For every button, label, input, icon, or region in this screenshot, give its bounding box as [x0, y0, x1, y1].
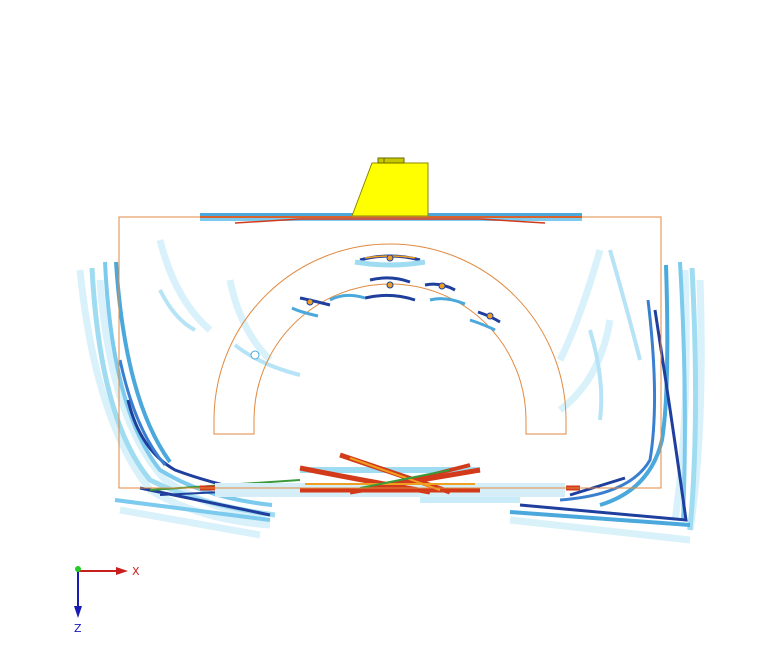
right-beam-cluster — [509, 249, 699, 531]
left-beam-cluster — [89, 261, 306, 522]
beam-trace-wash — [76, 239, 705, 544]
x-axis-label: X — [132, 565, 140, 578]
ultrasonic-probe[interactable] — [351, 157, 429, 217]
arch-reflections — [291, 254, 501, 332]
arch-hotspots — [250, 254, 494, 360]
coordinate-axes-icon: X Z — [74, 565, 140, 635]
z-axis-label: Z — [74, 622, 82, 635]
bottom-hot-region — [200, 452, 580, 503]
